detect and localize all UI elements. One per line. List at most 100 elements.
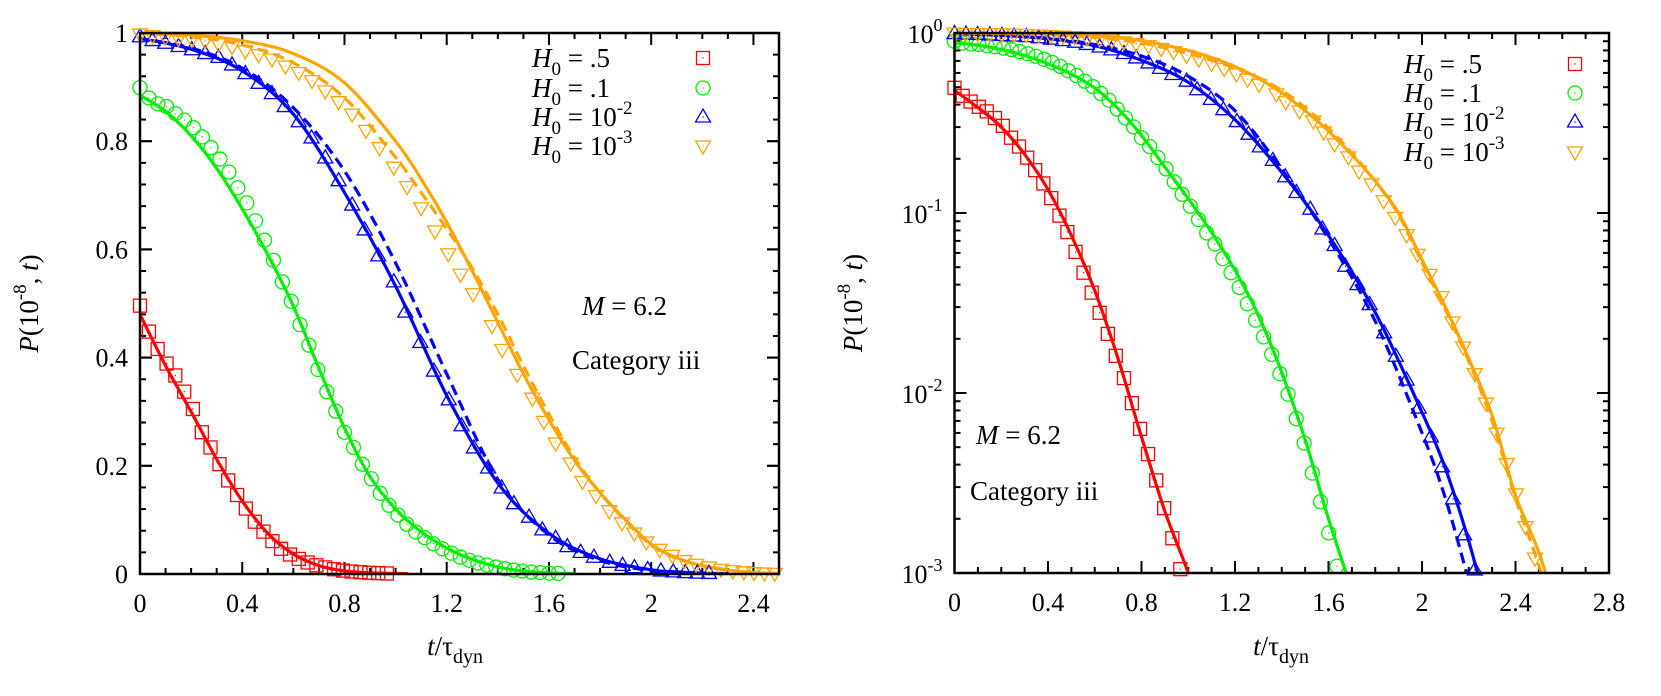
data-point bbox=[1190, 53, 1208, 69]
data-point bbox=[1239, 296, 1256, 312]
y-tick-label: 0.4 bbox=[96, 344, 129, 373]
data-point bbox=[1228, 112, 1246, 128]
marker-center-dot bbox=[351, 204, 353, 206]
data-point bbox=[532, 565, 548, 581]
data-point bbox=[390, 507, 406, 523]
data-point bbox=[981, 28, 999, 44]
data-point bbox=[971, 99, 986, 114]
data-point bbox=[1164, 45, 1183, 61]
marker-center-dot bbox=[299, 323, 301, 326]
marker-center-dot bbox=[969, 100, 972, 103]
data-point bbox=[1052, 58, 1068, 74]
data-point bbox=[573, 475, 592, 491]
data-point bbox=[1054, 31, 1072, 47]
data-point bbox=[1149, 473, 1164, 488]
legend-marker bbox=[695, 50, 711, 66]
data-point bbox=[309, 558, 324, 573]
data-point bbox=[335, 563, 351, 578]
marker-center-dot bbox=[210, 146, 212, 149]
marker-center-dot bbox=[1050, 38, 1052, 40]
data-point bbox=[412, 202, 430, 218]
marker-center-dot bbox=[177, 37, 180, 40]
fit-curve-solid bbox=[954, 41, 1348, 573]
marker-center-dot bbox=[513, 502, 515, 505]
data-point bbox=[1199, 225, 1215, 241]
data-point bbox=[1117, 110, 1134, 126]
marker-center-dot bbox=[633, 566, 636, 569]
marker-center-dot bbox=[1441, 466, 1443, 468]
data-point bbox=[1092, 305, 1107, 320]
legend-marker bbox=[1566, 112, 1584, 128]
marker-center-dot bbox=[732, 570, 734, 572]
data-point bbox=[141, 324, 157, 339]
data-point bbox=[483, 320, 501, 335]
marker-center-dot bbox=[1082, 271, 1085, 274]
data-point bbox=[1011, 139, 1027, 154]
marker-center-dot bbox=[460, 425, 463, 427]
marker-center-dot bbox=[192, 408, 194, 410]
data-point bbox=[1267, 88, 1285, 104]
marker-center-dot bbox=[298, 121, 300, 123]
marker-center-dot bbox=[201, 136, 204, 138]
marker-center-dot bbox=[1124, 117, 1127, 119]
marker-center-dot bbox=[217, 56, 220, 59]
data-point bbox=[1207, 236, 1223, 252]
marker-center-dot bbox=[1018, 145, 1020, 148]
marker-center-dot bbox=[1110, 49, 1113, 51]
marker-center-dot bbox=[1495, 432, 1498, 434]
data-point bbox=[1011, 43, 1028, 60]
fit-curve-dashed bbox=[954, 33, 1469, 573]
marker-center-dot bbox=[308, 344, 310, 346]
series-0-markers bbox=[132, 298, 395, 581]
data-point bbox=[185, 401, 201, 417]
legend-label: H0 = .1 bbox=[531, 73, 610, 110]
marker-center-dot bbox=[1026, 156, 1028, 159]
marker-center-dot bbox=[1050, 197, 1052, 199]
data-point bbox=[1005, 28, 1023, 44]
marker-center-dot bbox=[1140, 137, 1143, 139]
data-point bbox=[273, 541, 289, 556]
marker-center-dot bbox=[333, 568, 335, 570]
marker-center-dot bbox=[379, 492, 381, 495]
data-point bbox=[229, 487, 245, 503]
data-point bbox=[1477, 397, 1495, 413]
data-point bbox=[533, 520, 551, 536]
marker-center-dot bbox=[1333, 244, 1336, 247]
marker-center-dot bbox=[1010, 48, 1013, 51]
marker-center-dot bbox=[191, 38, 193, 41]
data-point bbox=[1325, 236, 1344, 252]
marker-center-dot bbox=[477, 562, 479, 564]
data-point bbox=[1132, 421, 1148, 437]
fit-curve-solid bbox=[954, 89, 1190, 573]
marker-center-dot bbox=[204, 52, 206, 55]
marker-center-dot bbox=[326, 390, 328, 393]
marker-center-dot bbox=[1405, 379, 1408, 381]
marker-center-dot bbox=[1247, 133, 1250, 135]
data-point bbox=[1348, 275, 1367, 291]
marker-center-dot bbox=[1309, 208, 1311, 210]
marker-center-dot bbox=[148, 330, 150, 333]
marker-center-dot bbox=[530, 571, 533, 573]
x-tick-label: 2 bbox=[645, 589, 658, 618]
marker-center-dot bbox=[1462, 346, 1464, 348]
data-point bbox=[363, 471, 379, 487]
marker-center-dot bbox=[1275, 93, 1278, 95]
marker-center-dot bbox=[671, 554, 674, 557]
marker-center-dot bbox=[447, 253, 449, 255]
marker-center-dot bbox=[978, 106, 980, 108]
data-point bbox=[600, 505, 618, 521]
data-point bbox=[1454, 341, 1472, 357]
marker-center-dot bbox=[720, 568, 722, 570]
marker-center-dot bbox=[298, 558, 300, 560]
marker-center-dot bbox=[491, 324, 493, 327]
data-point bbox=[625, 527, 643, 543]
data-point bbox=[587, 489, 605, 505]
marker-center-dot bbox=[702, 87, 704, 89]
marker-center-dot bbox=[310, 137, 313, 139]
marker-center-dot bbox=[1058, 214, 1061, 217]
data-point bbox=[439, 248, 457, 264]
legend-marker bbox=[695, 80, 711, 96]
data-point bbox=[523, 392, 541, 408]
data-point bbox=[1177, 49, 1196, 65]
